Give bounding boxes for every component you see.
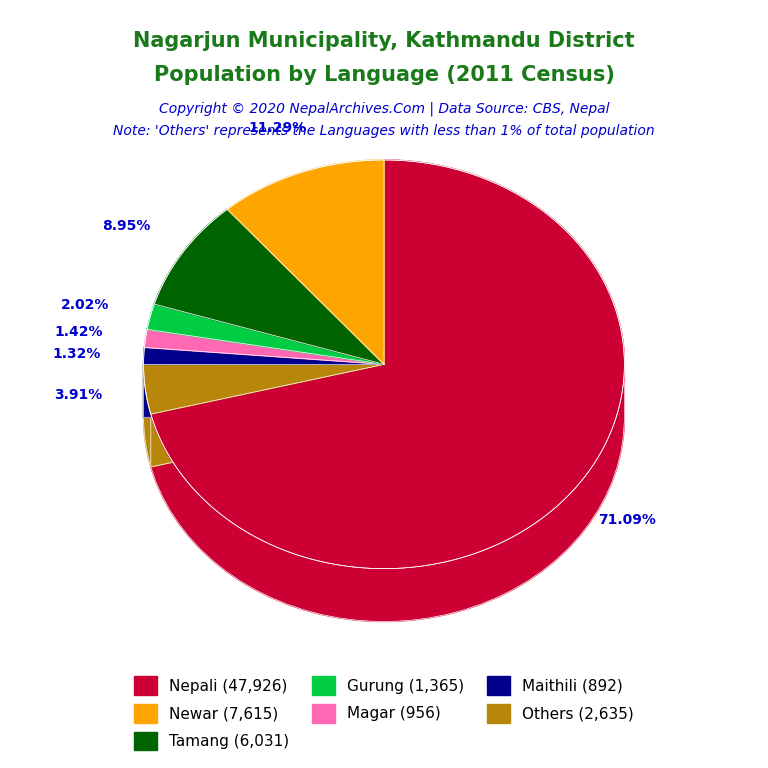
Polygon shape bbox=[144, 329, 384, 364]
Text: 71.09%: 71.09% bbox=[598, 512, 656, 527]
Polygon shape bbox=[147, 304, 384, 364]
Text: 3.91%: 3.91% bbox=[55, 389, 103, 402]
Polygon shape bbox=[144, 364, 384, 414]
Text: 11.29%: 11.29% bbox=[248, 121, 306, 134]
Text: 8.95%: 8.95% bbox=[102, 219, 151, 233]
Text: Nagarjun Municipality, Kathmandu District: Nagarjun Municipality, Kathmandu Distric… bbox=[133, 31, 635, 51]
Polygon shape bbox=[151, 364, 384, 467]
Text: Note: 'Others' represents the Languages with less than 1% of total population: Note: 'Others' represents the Languages … bbox=[113, 124, 655, 138]
Polygon shape bbox=[151, 368, 624, 621]
Text: 2.02%: 2.02% bbox=[61, 299, 109, 313]
Polygon shape bbox=[151, 364, 384, 467]
Text: Population by Language (2011 Census): Population by Language (2011 Census) bbox=[154, 65, 614, 85]
Polygon shape bbox=[151, 160, 624, 568]
Polygon shape bbox=[144, 364, 384, 417]
Polygon shape bbox=[144, 364, 384, 417]
Text: 1.42%: 1.42% bbox=[55, 326, 103, 339]
Polygon shape bbox=[144, 364, 151, 467]
Legend: Nepali (47,926), Newar (7,615), Tamang (6,031), Gurung (1,365), Magar (956), Mai: Nepali (47,926), Newar (7,615), Tamang (… bbox=[127, 670, 641, 756]
Polygon shape bbox=[144, 347, 384, 364]
Text: Copyright © 2020 NepalArchives.Com | Data Source: CBS, Nepal: Copyright © 2020 NepalArchives.Com | Dat… bbox=[159, 101, 609, 116]
Text: 1.32%: 1.32% bbox=[52, 347, 101, 361]
Polygon shape bbox=[154, 210, 384, 364]
Polygon shape bbox=[227, 160, 384, 364]
